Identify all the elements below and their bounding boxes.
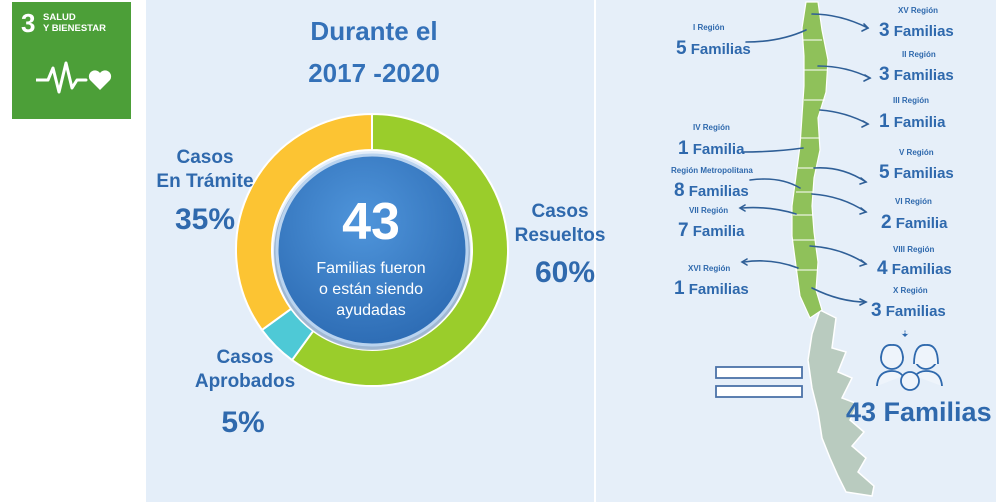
region-2-value: 3 Familias [879,64,954,86]
region-8-value: 4 Familias [877,258,952,280]
heartbeat-icon [36,61,112,94]
region-rm-unit: Familias [688,183,749,200]
region-10-unit: Familias [885,303,946,320]
region-16-name: XVI Región [688,264,731,273]
region-7-unit: Familia [692,223,745,240]
total-families: 43 Familias [846,397,992,427]
legend-bar-2 [715,385,803,398]
percent-resueltos: 60% [534,256,596,289]
region-8-count: 4 [877,258,888,279]
region-rm-count: 8 [674,180,685,201]
label-aprobados-line2: Aprobados [194,371,296,392]
sdg-title-line2: Y BIENESTAR [43,23,106,34]
center-text: Familias fueron o están siendo ayudadas [296,258,446,321]
region-6-name: VI Región [895,197,932,206]
legend-bar-1 [715,366,803,379]
region-3-value: 1 Familia [879,111,945,133]
region-2-unit: Familias [893,67,954,84]
map-region-borders [793,39,828,271]
region-1-name: I Región [693,23,725,32]
region-2-name: II Región [902,50,936,59]
region-15-count: 3 [879,20,890,41]
region-5-unit: Familias [893,165,954,182]
center-value: 43 [342,193,400,251]
slice-resueltos [290,112,509,387]
heading-line1: Durante el [310,16,438,46]
region-rm-value: 8 Familias [674,180,749,202]
region-4-count: 1 [678,138,689,159]
region-6-unit: Familia [895,215,948,232]
region-arrows [738,13,872,306]
label-resueltos-line2: Resueltos [514,225,606,246]
region-1-value: 5 Familias [676,38,751,60]
region-6-value: 2 Familia [881,212,947,234]
region-4-unit: Familia [692,141,745,158]
region-16-unit: Familias [688,281,749,298]
slice-tramite [235,112,373,332]
label-resueltos-line1: Casos [531,201,589,222]
region-16-count: 1 [674,278,685,299]
region-7-count: 7 [678,220,689,241]
region-15-value: 3 Familias [879,20,954,42]
label-tramite: Casos En Trámite [150,146,260,194]
region-8-unit: Familias [891,261,952,278]
region-6-count: 2 [881,212,892,233]
region-16-value: 1 Familias [674,278,749,300]
region-3-count: 1 [879,111,890,132]
center-text-line2: o están siendo [318,281,424,298]
label-aprobados: Casos Aprobados [190,346,300,394]
center-circle [275,153,469,347]
region-7-name: VII Región [689,206,729,215]
center-text-line1: Familias fueron [316,260,426,277]
label-tramite-line2: En Trámite [156,171,254,192]
region-rm-name: Región Metropolitana [671,166,753,175]
region-1-unit: Familias [690,41,751,58]
region-4-value: 1 Familia [678,138,744,160]
heading-line2: 2017 -2020 [308,58,440,88]
region-10-name: X Región [893,286,928,295]
region-5-count: 5 [879,162,890,183]
region-3-name: III Región [893,96,929,105]
family-icon [876,330,943,391]
sdg-title-line1: SALUD [43,12,76,23]
map-north [791,1,829,319]
region-8-name: VIII Región [893,245,935,254]
region-10-value: 3 Familias [871,300,946,322]
region-2-count: 3 [879,64,890,85]
sdg-badge: 3 SALUD Y BIENESTAR [12,2,131,119]
sdg-title: SALUD Y BIENESTAR [43,12,127,34]
center-text-line3: ayudadas [336,302,406,319]
region-4-name: IV Región [693,123,730,132]
percent-tramite: 35% [174,203,236,236]
region-5-name: V Región [899,148,934,157]
region-7-value: 7 Familia [678,220,744,242]
label-tramite-line1: Casos [176,147,234,168]
sdg-number: 3 [21,8,36,38]
label-resueltos: Casos Resueltos [505,200,615,248]
region-1-count: 5 [676,38,687,59]
region-15-unit: Familias [893,23,954,40]
map-south [807,308,875,497]
region-15-name: XV Región [898,6,939,15]
percent-aprobados: 5% [221,406,265,439]
label-aprobados-line1: Casos [216,347,274,368]
region-5-value: 5 Familias [879,162,954,184]
region-10-count: 3 [871,300,882,321]
region-3-unit: Familia [893,114,946,131]
